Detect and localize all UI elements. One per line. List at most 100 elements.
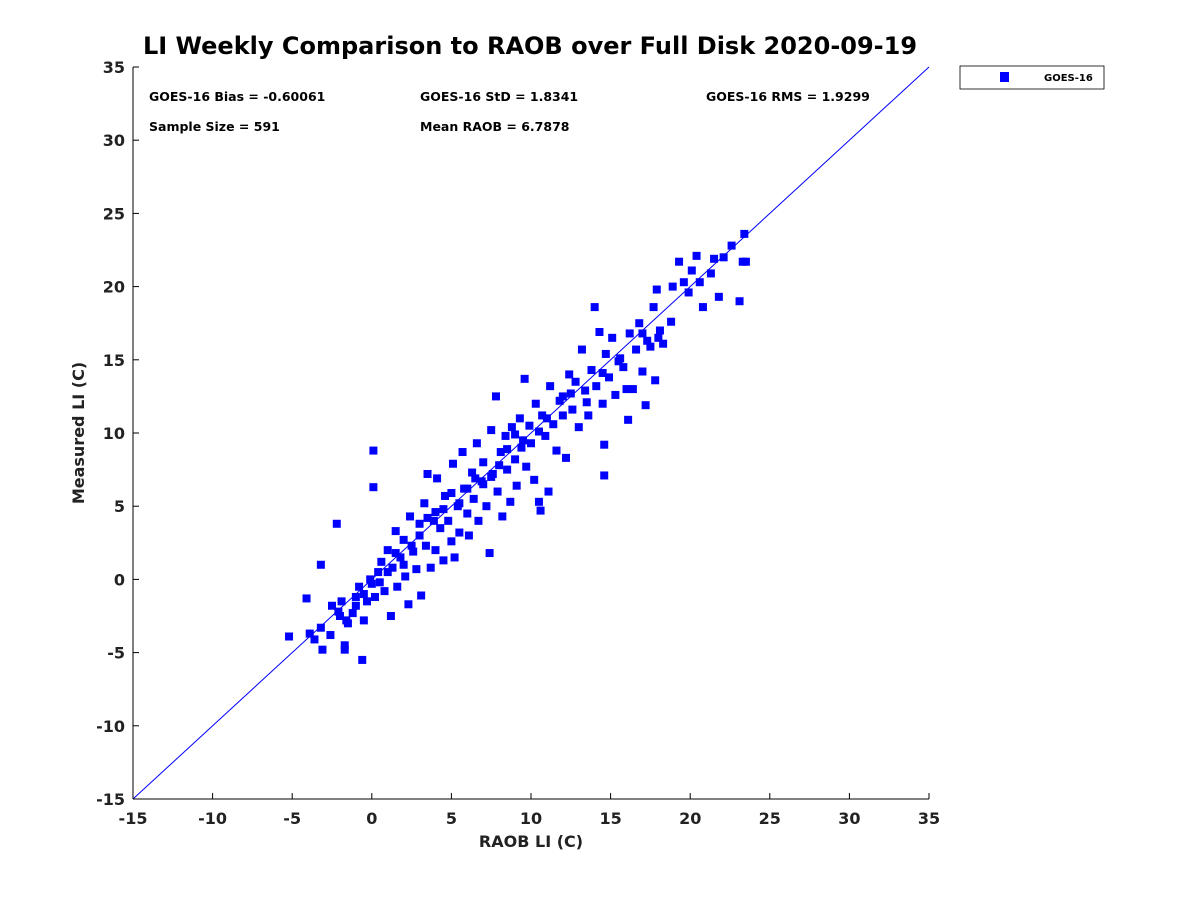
data-point: [568, 405, 577, 414]
data-point: [404, 600, 413, 609]
x-tick-label: -5: [283, 809, 301, 828]
data-point: [493, 487, 502, 496]
data-point: [624, 415, 633, 424]
data-point: [695, 278, 704, 287]
data-point: [541, 431, 550, 440]
data-point: [334, 607, 343, 616]
y-tick-label: 35: [103, 58, 125, 77]
data-point: [555, 396, 564, 405]
data-point: [503, 445, 512, 454]
data-point: [447, 489, 456, 498]
data-point: [455, 528, 464, 537]
data-point: [458, 448, 467, 457]
y-tick-label: 5: [114, 497, 125, 516]
data-point: [646, 342, 655, 351]
data-point: [316, 623, 325, 632]
data-point: [735, 297, 744, 306]
legend: GOES-16: [959, 65, 1105, 90]
data-point: [611, 390, 620, 399]
data-point: [374, 568, 383, 577]
data-point: [641, 401, 650, 410]
data-point: [558, 411, 567, 420]
data-point: [698, 303, 707, 312]
stat-bias: GOES-16 Bias = -0.60061: [149, 89, 325, 104]
data-point: [420, 499, 429, 508]
data-point: [316, 560, 325, 569]
stat-std: GOES-16 StD = 1.8341: [420, 89, 578, 104]
data-point: [401, 572, 410, 581]
data-point: [562, 453, 571, 462]
data-point: [506, 497, 515, 506]
data-point: [501, 431, 510, 440]
stats-annotations: GOES-16 Bias = -0.60061 GOES-16 StD = 1.…: [149, 89, 870, 134]
data-point: [391, 527, 400, 536]
data-point: [444, 516, 453, 525]
data-point: [581, 386, 590, 395]
data-point: [396, 553, 405, 562]
data-point: [355, 582, 364, 591]
data-point: [491, 392, 500, 401]
data-point: [391, 549, 400, 558]
legend-marker: [1000, 72, 1009, 82]
x-tick-label: 0: [366, 809, 377, 828]
data-point: [386, 612, 395, 620]
data-point: [409, 547, 418, 556]
data-point: [464, 531, 473, 540]
data-point: [439, 556, 448, 565]
data-point: [436, 524, 445, 533]
data-point: [527, 439, 535, 448]
data-point: [511, 430, 520, 439]
data-point: [366, 575, 375, 584]
data-point: [534, 497, 543, 506]
data-point: [359, 590, 368, 599]
data-point: [619, 363, 628, 372]
x-tick-label: 10: [520, 809, 542, 828]
data-point: [369, 483, 378, 492]
data-point: [530, 475, 539, 484]
data-point: [675, 257, 684, 266]
data-point: [608, 333, 617, 342]
data-point: [302, 594, 311, 603]
data-point: [628, 385, 637, 394]
data-point: [600, 440, 609, 449]
data-point: [474, 516, 483, 525]
data-point: [328, 601, 336, 610]
data-point: [651, 376, 660, 385]
x-tick-label: 15: [599, 809, 621, 828]
data-point: [495, 461, 504, 470]
data-point: [679, 278, 688, 287]
data-point: [426, 563, 435, 572]
y-tick-label: 25: [103, 204, 125, 223]
data-point: [655, 326, 664, 335]
data-point: [463, 484, 472, 493]
x-axis-label: RAOB LI (C): [479, 832, 583, 851]
y-tick-label: 15: [103, 351, 125, 370]
data-point: [337, 597, 346, 606]
data-point: [632, 345, 641, 354]
x-tick-label: 25: [759, 809, 781, 828]
data-point: [348, 609, 357, 618]
data-point: [399, 535, 408, 544]
data-point: [447, 537, 456, 546]
data-point: [649, 303, 658, 312]
data-point: [318, 645, 327, 654]
x-tick-label: 30: [838, 809, 860, 828]
data-point: [415, 519, 424, 528]
data-point: [536, 506, 545, 515]
data-point: [431, 546, 440, 555]
data-point: [507, 423, 516, 432]
y-tick-label: 0: [114, 570, 125, 589]
data-point: [558, 392, 567, 401]
data-point: [367, 579, 376, 588]
data-point: [417, 591, 426, 600]
data-point: [375, 578, 384, 587]
data-point: [482, 502, 491, 511]
data-points: [285, 229, 750, 664]
stat-sample-size: Sample Size = 591: [149, 119, 280, 134]
data-point: [625, 329, 634, 338]
data-point: [406, 512, 415, 521]
data-point: [370, 592, 379, 601]
one-to-one-line: [132, 66, 930, 800]
data-point: [487, 426, 496, 435]
data-point: [383, 568, 392, 577]
